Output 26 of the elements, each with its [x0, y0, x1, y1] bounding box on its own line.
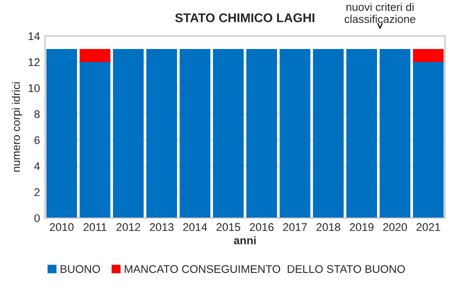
- x-tick-label: 2021: [416, 223, 440, 232]
- text: nuovi criteri di classificazione: [344, 2, 416, 23]
- y-tick-label: 2: [34, 188, 40, 196]
- y-tick-label: 0: [34, 214, 40, 222]
- y-tick-label: 4: [34, 162, 40, 170]
- y-tick-label: 8: [34, 110, 40, 118]
- x-tick-label: 2016: [250, 223, 274, 232]
- x-tick-label: 2017: [283, 223, 307, 232]
- x-tick-label: 2013: [150, 223, 174, 232]
- x-tick-label: 2012: [116, 223, 140, 232]
- y-tick-label: 14: [28, 32, 40, 40]
- legend-label: MANCATO CONSEGUIMENTO DELLO STATO BUONO: [124, 265, 405, 273]
- y-tick-label: 6: [34, 136, 40, 144]
- y-tick-label: 12: [28, 58, 40, 66]
- x-tick-label: 2019: [350, 223, 374, 232]
- x-axis-title: anni: [234, 236, 256, 244]
- x-tick-label: 2011: [84, 223, 106, 232]
- chart-title: STATO CHIMICO LAGHI: [175, 13, 314, 22]
- x-tick-label: 2015: [216, 223, 240, 232]
- y-tick-label: 10: [28, 84, 40, 92]
- x-tick-label: 2018: [316, 223, 340, 232]
- x-tick-label: 2014: [183, 223, 208, 232]
- x-tick-label: 2020: [383, 223, 407, 232]
- y-axis-title: numero corpi idrici: [12, 82, 22, 172]
- legend-label: BUONO: [60, 265, 100, 273]
- x-tick-label: 2010: [50, 223, 74, 232]
